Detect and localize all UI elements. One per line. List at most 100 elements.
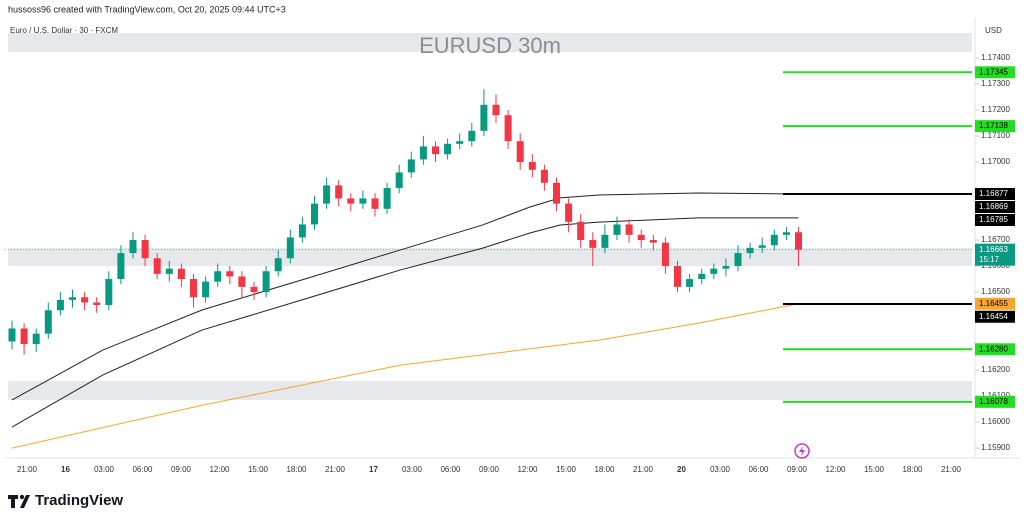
x-tick-label: 21:00	[633, 465, 654, 474]
candle-body	[456, 141, 464, 144]
moving-average	[11, 192, 799, 401]
candle-body	[661, 242, 669, 267]
x-tick-label: 03:00	[402, 465, 423, 474]
zone	[8, 381, 972, 400]
y-tick-label: 1.16500	[981, 287, 1010, 296]
price-label-box	[975, 297, 1015, 310]
candle-body	[613, 224, 621, 235]
y-tick-label: 1.17200	[981, 105, 1010, 114]
y-tick-label: 1.16000	[981, 417, 1010, 426]
candle-body	[782, 232, 790, 235]
candle-body	[468, 130, 476, 142]
candle-body	[795, 232, 802, 250]
candle-body	[20, 328, 28, 345]
price-label-box	[975, 120, 1015, 133]
candle-body	[165, 268, 173, 274]
chart-title: EURUSD 30m	[419, 33, 561, 58]
candle-body	[226, 271, 234, 277]
candle-body	[516, 141, 524, 163]
zone	[8, 248, 972, 267]
x-tick-label: 15:00	[248, 465, 269, 474]
alert-icon[interactable]	[794, 443, 810, 459]
countdown: 15:17	[979, 255, 1000, 264]
price-label: 1.16663	[979, 245, 1008, 254]
candle-body	[432, 146, 439, 155]
x-tick-label: 15:00	[864, 465, 885, 474]
candle-body	[298, 224, 306, 238]
candle-body	[710, 268, 718, 274]
candle-body	[238, 276, 246, 287]
currency: USD	[985, 26, 1002, 35]
candle-body	[359, 198, 367, 204]
x-tick-label: 09:00	[479, 465, 500, 474]
price-label-box	[975, 310, 1015, 323]
price-label-box	[975, 395, 1015, 408]
price-label: 1.16455	[979, 299, 1008, 308]
x-tick-label: 18:00	[286, 465, 307, 474]
x-tick-label: 03:00	[710, 465, 731, 474]
x-tick-label: 06:00	[132, 465, 153, 474]
candle-body	[262, 271, 270, 293]
candle-body	[589, 240, 597, 248]
x-tick-label: 12:00	[209, 465, 230, 474]
x-tick-label: 15:00	[556, 465, 577, 474]
candle-body	[686, 279, 694, 287]
x-tick-label: 12:00	[825, 465, 846, 474]
candle-body	[722, 266, 730, 269]
candle-body	[250, 286, 258, 293]
x-tick-label: 12:00	[517, 465, 538, 474]
x-tick-label: 03:00	[94, 465, 115, 474]
candle-body	[444, 143, 452, 155]
candle-body	[504, 115, 512, 142]
candle-body	[649, 240, 657, 243]
moving-average	[11, 303, 799, 449]
candle-body	[8, 328, 16, 342]
y-tick-label: 1.17000	[981, 157, 1010, 166]
candle-body	[540, 169, 548, 183]
plot-background	[8, 33, 972, 400]
candle-body	[323, 185, 331, 204]
price-label-box	[975, 188, 1015, 201]
candle-body	[202, 281, 210, 298]
candle-body	[32, 333, 40, 345]
candle-body	[770, 234, 778, 246]
candle-body	[177, 268, 185, 280]
candle-body	[105, 279, 113, 306]
candle-body	[674, 266, 681, 287]
price-label-box	[975, 343, 1015, 356]
candle-body	[286, 237, 294, 259]
x-tick-label: 09:00	[787, 465, 808, 474]
candle-body	[395, 172, 403, 189]
zone	[8, 33, 972, 52]
candle-body	[81, 297, 89, 303]
price-label: 1.16078	[979, 397, 1008, 406]
candle-body	[407, 159, 415, 173]
candle-body	[734, 253, 742, 267]
candle-body	[746, 247, 754, 254]
candle-body	[480, 104, 488, 131]
candle-body	[577, 221, 585, 241]
candle-body	[419, 146, 427, 160]
candle-body	[637, 234, 645, 241]
logo	[8, 494, 30, 508]
candle-body	[371, 198, 379, 209]
x-tick-label: 21:00	[325, 465, 346, 474]
y-tick-label: 1.16700	[981, 235, 1010, 244]
price-label: 1.17138	[979, 121, 1008, 130]
price-label: 1.16280	[979, 344, 1008, 353]
x-tick-label: 18:00	[902, 465, 923, 474]
candle-body	[93, 302, 101, 306]
price-label: 1.17345	[979, 67, 1008, 76]
x-tick-label: 09:00	[171, 465, 192, 474]
x-tick-label: 21:00	[17, 465, 38, 474]
price-label: 1.16877	[979, 189, 1008, 198]
x-tick-label: 06:00	[440, 465, 461, 474]
price-label: 1.16785	[979, 215, 1008, 224]
y-tick-label: 1.16200	[981, 365, 1010, 374]
candle-body	[625, 224, 633, 235]
credit: hussoss96 created with TradingView.com, …	[8, 4, 286, 14]
candle-body	[214, 271, 222, 282]
candle-body	[274, 258, 282, 272]
x-tick-label: 17	[369, 465, 378, 474]
